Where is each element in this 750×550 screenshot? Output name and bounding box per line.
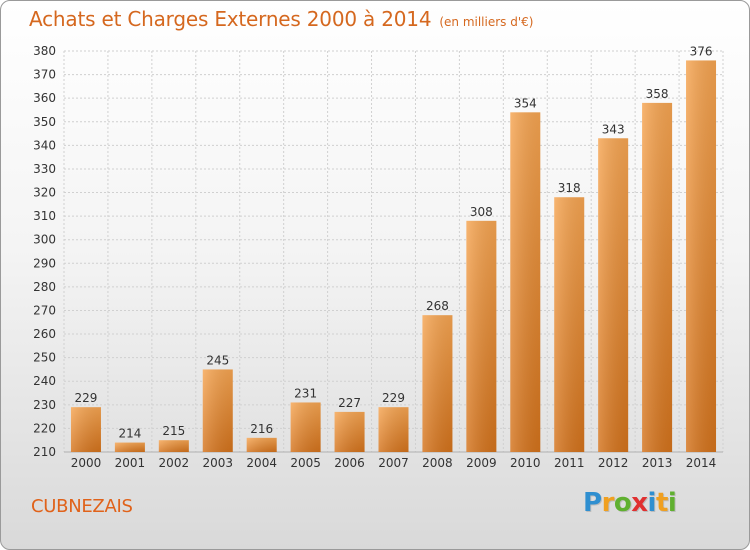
data-label: 358 — [646, 87, 669, 101]
bar-shade — [246, 437, 277, 452]
logo-letter: P — [583, 488, 602, 518]
data-label: 268 — [426, 299, 449, 313]
bar-shade — [598, 138, 629, 452]
y-tick-label: 210 — [33, 445, 56, 459]
x-tick-label: 2006 — [334, 456, 365, 470]
x-tick-label: 2004 — [246, 456, 277, 470]
x-tick-label: 2000 — [71, 456, 102, 470]
logo-letter: x — [631, 488, 648, 518]
bar-shade — [290, 402, 321, 452]
y-tick-label: 330 — [33, 162, 56, 176]
x-tick-label: 2014 — [686, 456, 717, 470]
title-row: Achats et Charges Externes 2000 à 2014 (e… — [29, 7, 533, 31]
logo-letter: t — [655, 488, 668, 518]
y-tick-label: 220 — [33, 421, 56, 435]
data-label: 231 — [294, 386, 317, 400]
chart-subtitle: (en milliers d'€) — [439, 15, 534, 29]
y-tick-label: 260 — [33, 327, 56, 341]
data-label: 214 — [118, 427, 141, 441]
y-tick-label: 240 — [33, 374, 56, 388]
bar-shade — [554, 197, 585, 452]
data-label: 215 — [162, 424, 185, 438]
y-tick-label: 270 — [33, 303, 56, 317]
bar-layer — [70, 60, 717, 453]
y-tick-label: 380 — [33, 44, 56, 58]
bar-shade — [378, 407, 409, 452]
data-label: 227 — [338, 396, 361, 410]
data-label: 318 — [558, 181, 581, 195]
x-tick-label: 2005 — [290, 456, 321, 470]
x-tick-label: 2008 — [422, 456, 453, 470]
y-tick-label: 340 — [33, 138, 56, 152]
data-label: 308 — [470, 205, 493, 219]
data-label: 229 — [382, 391, 405, 405]
logo-letter: o — [613, 488, 632, 518]
y-tick-label: 230 — [33, 398, 56, 412]
y-tick-label: 360 — [33, 91, 56, 105]
x-tick-label: 2003 — [202, 456, 233, 470]
bar-shade — [686, 60, 717, 452]
bar-shade — [642, 102, 673, 453]
y-tick-label: 350 — [33, 115, 56, 129]
bar-shade — [466, 220, 497, 452]
bar-shade — [334, 411, 365, 452]
bar-shade — [510, 112, 541, 453]
x-tick-label: 2007 — [378, 456, 409, 470]
data-label: 343 — [602, 122, 625, 136]
x-tick-label: 2012 — [598, 456, 629, 470]
x-tick-label: 2013 — [642, 456, 673, 470]
y-tick-label: 280 — [33, 280, 56, 294]
y-tick-label: 310 — [33, 209, 56, 223]
bar-shade — [70, 407, 101, 452]
x-tick-label: 2002 — [159, 456, 190, 470]
y-tick-label: 290 — [33, 256, 56, 270]
y-tick-label: 370 — [33, 68, 56, 82]
data-label: 354 — [514, 96, 537, 110]
y-tick-label: 300 — [33, 233, 56, 247]
bar-shade — [114, 442, 145, 452]
x-tick-label: 2001 — [115, 456, 146, 470]
proxiti-logo[interactable]: Proxiti — [583, 488, 677, 518]
bar-shade — [202, 369, 233, 452]
bar-shade — [158, 440, 189, 452]
bar-shade — [422, 315, 453, 452]
x-tick-label: 2010 — [510, 456, 541, 470]
data-label: 376 — [690, 44, 713, 58]
logo-letter: i — [667, 488, 677, 518]
commune-name: CUBNEZAIS — [31, 496, 133, 517]
logo-letter: r — [601, 488, 615, 518]
data-label: 229 — [75, 391, 98, 405]
label-layer: 229 214 215 245 216 231 227 229 268 308 354 318 343 3… — [75, 44, 713, 440]
y-tick-label: 250 — [33, 351, 56, 365]
x-tick-label: 2011 — [554, 456, 585, 470]
data-label: 245 — [206, 353, 229, 367]
chart-title: Achats et Charges Externes 2000 à 2014 — [29, 7, 432, 31]
y-tick-label: 320 — [33, 186, 56, 200]
data-label: 216 — [250, 422, 273, 436]
x-tick-label: 2009 — [466, 456, 497, 470]
logo-letter: i — [647, 488, 657, 518]
